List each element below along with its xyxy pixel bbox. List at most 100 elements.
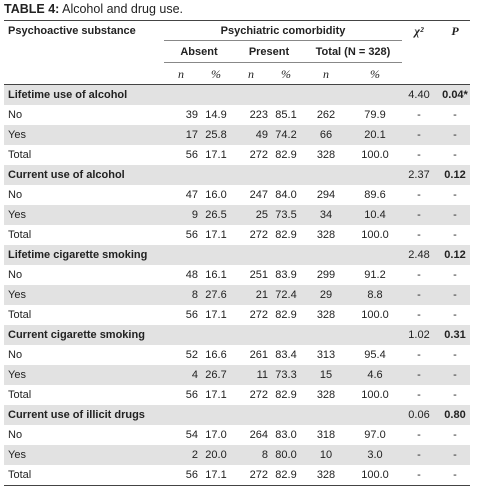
row-label: Yes xyxy=(8,209,26,221)
table-row xyxy=(4,465,470,485)
cell-pv: - xyxy=(453,289,457,301)
cell-t_p: 100.0 xyxy=(361,469,389,481)
cell-t_n: 313 xyxy=(316,349,336,361)
cell-chi: - xyxy=(417,129,421,141)
bottom-rule xyxy=(4,485,470,486)
row-label: Yes xyxy=(8,369,26,381)
cell-a_p: 17.1 xyxy=(205,309,227,321)
cell-pv: - xyxy=(453,229,457,241)
header-bottom-rule xyxy=(4,84,470,85)
table-row xyxy=(4,285,470,305)
cell-a_p: 26.7 xyxy=(205,369,227,381)
row-label: Yes xyxy=(8,129,26,141)
cell-chi: - xyxy=(417,209,421,221)
row-label: Total xyxy=(8,469,32,481)
cell-chi: - xyxy=(417,449,421,461)
cell-p_p: 83.9 xyxy=(275,269,297,281)
cell-t_p: 100.0 xyxy=(361,149,389,161)
cell-t_p: 100.0 xyxy=(361,229,389,241)
cell-a_p: 26.5 xyxy=(205,209,227,221)
row-label: Total xyxy=(8,149,32,161)
cell-p_p: 82.9 xyxy=(275,309,297,321)
cell-a_n: 56 xyxy=(185,469,198,481)
cell-p_n: 223 xyxy=(249,109,268,121)
cell-p_p: 82.9 xyxy=(275,389,297,401)
section-title: Lifetime use of alcohol xyxy=(8,89,128,101)
cell-a_p: 14.9 xyxy=(205,109,227,121)
table-row xyxy=(4,145,470,165)
table-row xyxy=(4,265,470,285)
cell-t_p: 91.2 xyxy=(364,269,386,281)
row-label: No xyxy=(8,189,23,201)
cell-a_p: 25.8 xyxy=(205,129,227,141)
cell-chi: - xyxy=(417,309,421,321)
cell-p_p: 84.0 xyxy=(275,189,297,201)
section-p-value: 0.04* xyxy=(442,89,468,101)
cell-p_n: 11 xyxy=(256,369,268,381)
cell-t_n: 328 xyxy=(316,149,336,161)
cell-t_p: 100.0 xyxy=(361,389,389,401)
cell-p_n: 272 xyxy=(249,229,268,241)
section-chi-square: 2.37 xyxy=(408,169,430,181)
table-row xyxy=(4,125,470,145)
section-chi-square: 1.02 xyxy=(408,329,430,341)
cell-t_n: 318 xyxy=(316,429,336,441)
cell-pv: - xyxy=(453,429,457,441)
table-row xyxy=(4,385,470,405)
top-rule xyxy=(4,20,470,21)
section-header-band xyxy=(4,85,470,105)
cell-p_n: 272 xyxy=(249,309,268,321)
cell-pv: - xyxy=(453,149,457,161)
section-p-value: 0.12 xyxy=(444,169,466,181)
cell-t_p: 89.6 xyxy=(364,189,386,201)
cell-t_n: 15 xyxy=(319,369,333,381)
section-p-value: 0.12 xyxy=(444,249,466,261)
cell-pv: - xyxy=(453,369,457,381)
cell-p_n: 8 xyxy=(261,449,268,461)
header-absent-pct: % xyxy=(211,67,221,81)
row-label: No xyxy=(8,429,23,441)
cell-a_p: 16.0 xyxy=(205,189,227,201)
cell-t_n: 10 xyxy=(319,449,333,461)
cell-p_n: 25 xyxy=(255,209,268,221)
cell-p_n: 264 xyxy=(249,429,268,441)
cell-t_n: 262 xyxy=(316,109,336,121)
cell-p_p: 85.1 xyxy=(275,109,297,121)
table-caption: TABLE 4: Alcohol and drug use. xyxy=(4,2,183,17)
cell-chi: - xyxy=(417,369,421,381)
table-row xyxy=(4,225,470,245)
cell-p_p: 73.3 xyxy=(275,369,297,381)
cell-p_n: 247 xyxy=(249,189,268,201)
cell-a_p: 17.1 xyxy=(205,149,227,161)
section-title: Current cigarette smoking xyxy=(8,329,145,341)
row-label: Yes xyxy=(8,289,26,301)
cell-chi: - xyxy=(417,389,421,401)
cell-p_n: 21 xyxy=(255,289,268,301)
cell-p_p: 74.2 xyxy=(275,129,297,141)
section-header-band xyxy=(4,165,470,185)
cell-t_n: 328 xyxy=(316,229,336,241)
section-title: Current use of alcohol xyxy=(8,169,125,181)
section-chi-square: 2.48 xyxy=(408,249,430,261)
section-p-value: 0.80 xyxy=(444,409,466,421)
cell-p_p: 80.0 xyxy=(275,449,297,461)
section-header-band xyxy=(4,325,470,345)
cell-chi: - xyxy=(417,189,421,201)
cell-t_n: 328 xyxy=(316,309,336,321)
cell-a_n: 8 xyxy=(191,289,198,301)
table-row xyxy=(4,185,470,205)
header-total-pct: % xyxy=(370,67,380,81)
cell-a_n: 39 xyxy=(185,109,198,121)
cell-p_n: 261 xyxy=(249,349,268,361)
cell-t_p: 4.6 xyxy=(367,369,383,381)
cell-t_p: 95.4 xyxy=(364,349,386,361)
cell-a_n: 48 xyxy=(185,269,198,281)
cell-t_n: 328 xyxy=(316,469,336,481)
header-substance: Psychoactive substance xyxy=(8,25,136,37)
table-row xyxy=(4,205,470,225)
header-chi-square: χ² xyxy=(414,24,424,38)
cell-a_n: 9 xyxy=(191,209,198,221)
cell-pv: - xyxy=(453,349,457,361)
header-present-pct: % xyxy=(281,67,291,81)
header-total-n: n xyxy=(323,67,329,81)
